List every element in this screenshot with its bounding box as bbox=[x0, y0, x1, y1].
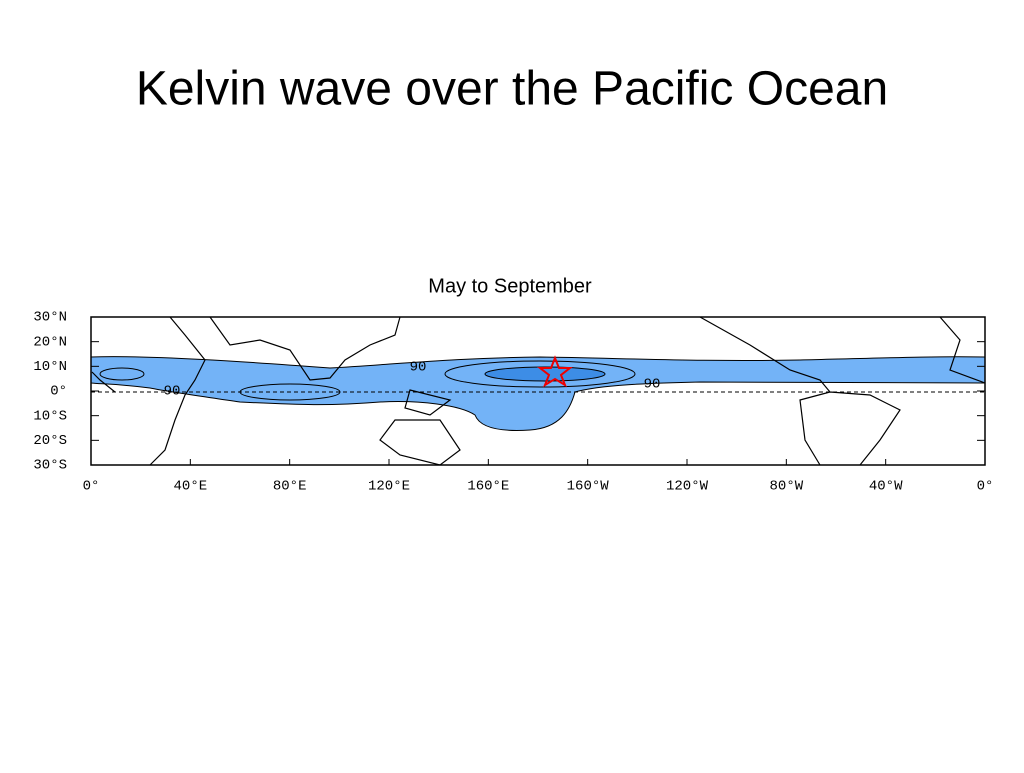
lon-label: 0° bbox=[83, 479, 100, 495]
contour-label: 90 bbox=[410, 360, 427, 376]
map-title: May to September bbox=[428, 275, 592, 297]
contour-label: 90 bbox=[164, 384, 181, 400]
lat-label: 10°N bbox=[33, 359, 67, 375]
contour-inner bbox=[484, 366, 606, 382]
lat-label: 20°S bbox=[33, 433, 67, 449]
lat-label: 10°S bbox=[33, 408, 67, 424]
lon-label: 40°W bbox=[869, 479, 903, 495]
lat-label: 30°S bbox=[33, 458, 67, 474]
lon-label: 160°E bbox=[467, 479, 509, 495]
map bbox=[90, 316, 986, 466]
lon-label: 160°W bbox=[567, 479, 610, 495]
lon-label: 40°E bbox=[174, 479, 208, 495]
star-marker bbox=[537, 355, 573, 388]
contour-line bbox=[99, 367, 145, 381]
lon-label: 80°E bbox=[273, 479, 307, 495]
coastline-americas bbox=[699, 316, 986, 466]
contour-outer bbox=[90, 356, 986, 431]
coastline-africa bbox=[91, 316, 206, 466]
lat-label: 0° bbox=[50, 384, 67, 400]
contour-line bbox=[444, 360, 636, 388]
contour-label: 90 bbox=[644, 377, 661, 393]
slide-title: Kelvin wave over the Pacific Ocean bbox=[136, 63, 888, 116]
lon-label: 120°W bbox=[666, 479, 709, 495]
lon-label: 120°E bbox=[368, 479, 410, 495]
lat-label: 30°N bbox=[33, 310, 67, 326]
lon-label: 0° bbox=[977, 479, 994, 495]
lon-label: 80°W bbox=[770, 479, 804, 495]
lat-label: 20°N bbox=[33, 334, 67, 350]
